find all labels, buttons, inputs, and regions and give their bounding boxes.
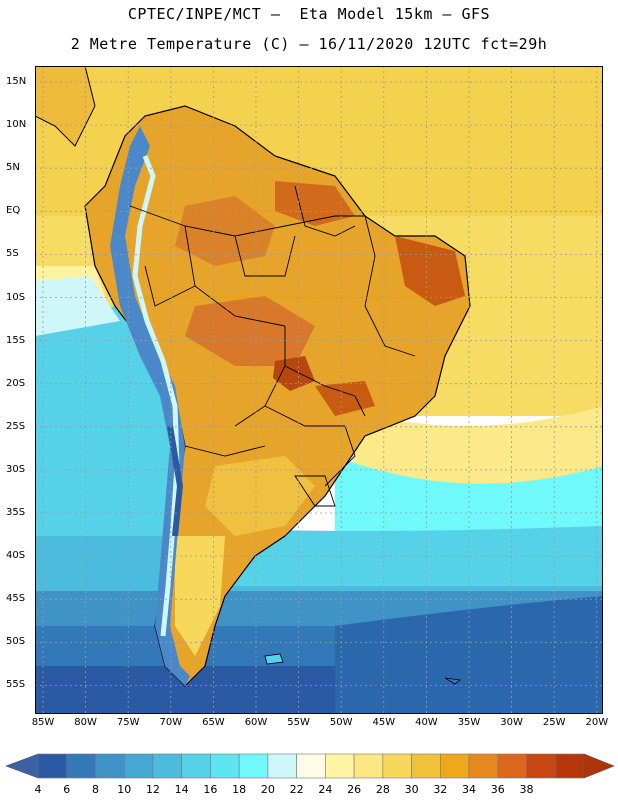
lon-label: 30W — [500, 717, 523, 728]
lon-label: 55W — [287, 717, 310, 728]
colorbar-swatch — [66, 753, 96, 779]
falkland-islands — [264, 653, 284, 665]
lon-label: 75W — [116, 717, 140, 728]
lat-label: 5S — [6, 248, 19, 260]
lat-label: 50S — [6, 636, 26, 648]
lon-label: 80W — [74, 717, 97, 728]
colorbar-tick-label: 34 — [462, 783, 477, 796]
andes-highlight — [132, 155, 180, 637]
colorbar-tick-label: 24 — [318, 783, 333, 796]
warm-zone-south — [205, 456, 315, 536]
lon-label: 85W — [31, 717, 55, 728]
lon-label: 65W — [202, 717, 225, 728]
cool-zone-patagonia — [175, 536, 225, 656]
temperature-map — [35, 66, 603, 714]
colorbar-left-arrow — [5, 753, 39, 779]
lon-label: 20W — [585, 717, 609, 728]
colorbar-swatch — [554, 753, 585, 779]
colorbar-swatch — [526, 753, 556, 779]
colorbar-swatch — [411, 753, 441, 779]
south-georgia — [444, 677, 461, 685]
ocean-deep-atlantic — [335, 596, 603, 714]
ocean-light-blue-south — [185, 526, 603, 586]
colorbar-swatch — [353, 753, 384, 779]
colorbar-tick-label: 4 — [34, 783, 42, 796]
colorbar-swatch — [382, 753, 412, 779]
colorbar-tick-label: 12 — [145, 783, 160, 796]
colorbar-swatch — [325, 753, 355, 779]
colorbar-tick-label: 8 — [91, 783, 99, 796]
colorbar — [5, 753, 615, 779]
colorbar-swatch — [95, 753, 125, 779]
lat-label: 10N — [6, 119, 27, 131]
lon-label: 70W — [159, 717, 183, 728]
ocean-cyan-pacific — [35, 306, 175, 546]
lat-label: 10S — [6, 291, 26, 303]
colorbar-tick-label: 18 — [232, 783, 247, 796]
lat-label: 20S — [6, 377, 26, 389]
hot-zone-central — [185, 296, 315, 366]
country-borders — [129, 185, 416, 507]
lon-label: 25W — [542, 717, 566, 728]
map-panel — [35, 66, 603, 714]
lat-label: 55S — [6, 679, 26, 691]
colorbar-tick-label: 14 — [174, 783, 189, 796]
colorbar-tick-label: 38 — [519, 783, 534, 796]
colorbar-swatch — [238, 753, 269, 779]
colorbar-swatch — [210, 753, 240, 779]
lon-label: 60W — [244, 717, 268, 728]
colorbar-tick-label: 36 — [490, 783, 505, 796]
hot-zone-northeast — [395, 236, 465, 306]
colorbar-swatch — [152, 753, 182, 779]
colorbar-tick-label: 22 — [289, 783, 304, 796]
ocean-light-blue-pacific — [35, 276, 120, 336]
lat-label: 40S — [6, 550, 26, 562]
hot-zone-north — [275, 181, 355, 226]
title-line-2: 2 Metre Temperature (C) – 16/11/2020 12U… — [70, 35, 548, 53]
title-line-1: CPTEC/INPE/MCT – Eta Model 15km – GFS — [127, 5, 491, 23]
colorbar-swatch — [497, 753, 527, 779]
lat-label: 15N — [6, 76, 27, 87]
colorbar-tick-label: 6 — [63, 783, 71, 796]
colorbar-swatch — [440, 753, 470, 779]
colorbar-swatch — [181, 753, 211, 779]
lon-label: 35W — [457, 717, 481, 728]
colorbar-tick-label: 30 — [404, 783, 419, 796]
colorbar-swatch — [37, 753, 68, 779]
hot-zone-amazon — [175, 196, 275, 266]
lat-label: 25S — [6, 420, 26, 432]
colorbar-swatch — [468, 753, 499, 779]
colorbar-tick-label: 10 — [117, 783, 132, 796]
map-frame — [35, 66, 603, 714]
colorbar-tick-label: 20 — [260, 783, 275, 796]
colorbar-tick-label: 28 — [375, 783, 390, 796]
colorbar-swatch — [123, 753, 154, 779]
hot-zone-southeast — [315, 381, 375, 416]
colorbar-swatch — [267, 753, 297, 779]
lat-label: 15S — [6, 334, 26, 346]
lat-label: 35S — [6, 507, 26, 518]
lon-label: 40W — [415, 717, 438, 728]
lat-label: EQ — [6, 205, 21, 217]
lat-label: 45S — [6, 593, 26, 605]
lat-label: 30S — [6, 463, 26, 475]
colorbar-right-arrow — [583, 753, 615, 779]
hot-zone-pantanal — [273, 356, 315, 391]
colorbar-swatch — [296, 753, 326, 779]
lat-label: 5N — [6, 162, 20, 174]
colorbar-tick-label: 32 — [433, 783, 448, 796]
lon-label: 45W — [372, 717, 396, 728]
colorbar-tick-label: 16 — [203, 783, 218, 796]
andes-core — [167, 425, 184, 537]
central-america-land — [35, 66, 96, 147]
lon-label: 50W — [329, 717, 353, 728]
map-gridlines — [35, 66, 603, 714]
colorbar-tick-label: 26 — [347, 783, 362, 796]
